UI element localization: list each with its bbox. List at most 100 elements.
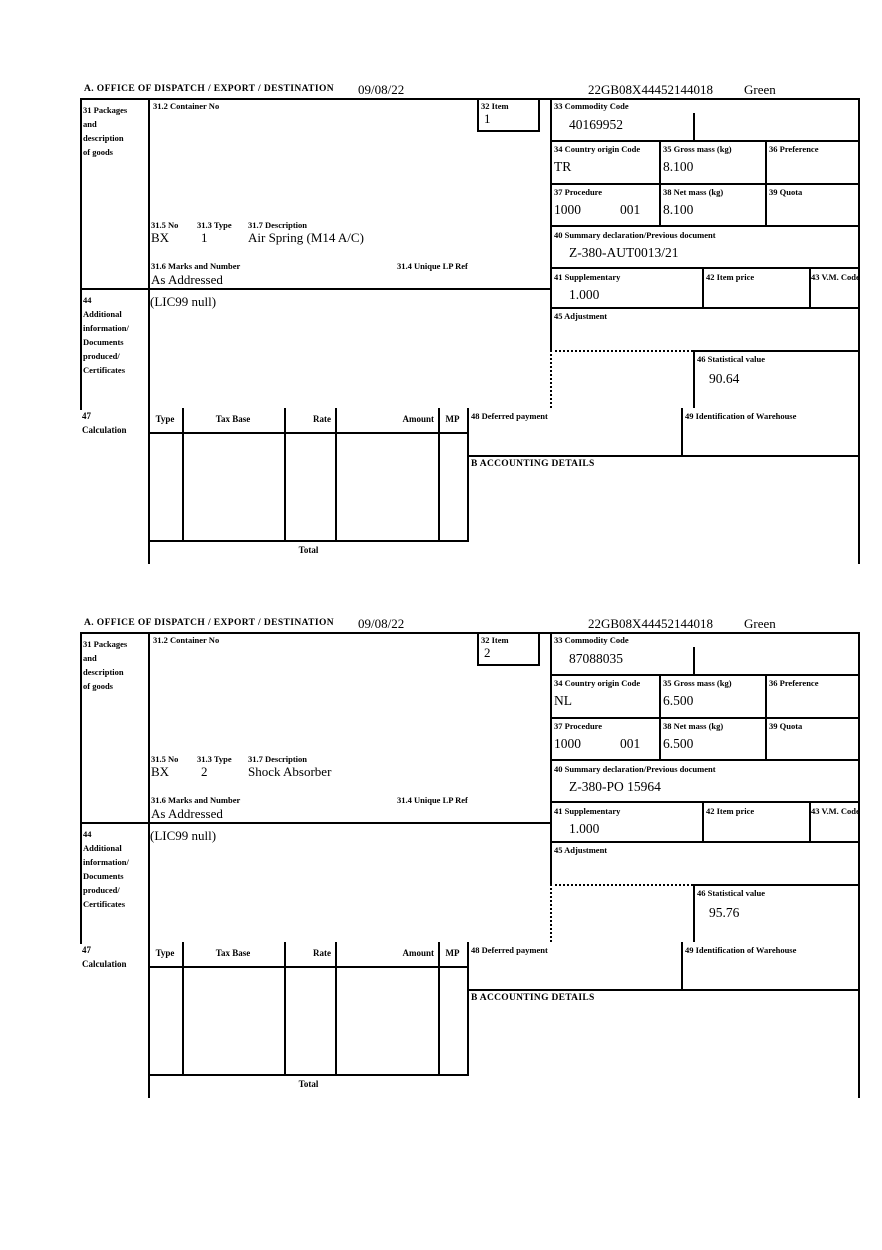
statistical-value-label: 46 Statistical value [697,888,765,898]
movement-reference-number: 22GB08X44452144018 [588,616,713,631]
declaration-form-grid: 31 Packages and description of goods 44 … [80,632,860,1098]
previous-document-value: Z-380-PO 15964 [569,779,661,794]
rule [809,801,811,841]
country-origin-label: 34 Country origin Code [554,678,641,688]
additional-info-value: (LIC99 null) [150,294,217,309]
package-code-value: BX [151,764,170,779]
rule [809,267,811,307]
rule [80,288,550,290]
supplementary-label: 41 Supplementary [554,272,621,282]
column-tax-base-label: Tax Base [215,948,251,958]
summary-declaration-label: 40 Summary declaration/Previous document [554,764,716,774]
rule [550,140,860,142]
column-tax-base-label: Tax Base [215,414,251,424]
rule [477,632,479,664]
adjustment-label: 45 Adjustment [554,845,608,855]
package-type-label: 31.3 Type [197,754,232,764]
vm-code-label: 43 V.M. Code [811,806,860,816]
rule [80,632,82,944]
vm-code-label: 43 V.M. Code [811,272,860,282]
rule [693,350,695,408]
rule [477,130,540,132]
net-mass-value: 8.100 [663,202,694,217]
packages-description-label: 31 Packages and description of goods [83,105,128,157]
package-count-value: 2 [201,764,208,779]
supplementary-value: 1.000 [569,287,600,302]
marks-value: As Addressed [151,272,223,287]
rule [765,140,767,225]
routing-status: Green [744,616,776,631]
description-label: 31.7 Description [248,754,308,764]
rule [467,989,860,991]
container-no-label: 31.2 Container No [153,101,220,111]
rule [438,942,440,1074]
goods-description-value: Shock Absorber [248,764,332,779]
package-no-label: 31.5 No [151,754,179,764]
preference-label: 36 Preference [769,678,819,688]
rule [550,225,860,227]
movement-reference-number: 22GB08X44452144018 [588,82,713,97]
rule [80,822,550,824]
rule [148,632,150,1098]
description-label: 31.7 Description [248,220,308,230]
office-of-dispatch-label: A. OFFICE OF DISPATCH / EXPORT / DESTINA… [84,618,335,628]
column-amount-label: Amount [402,414,434,424]
rule [80,98,82,410]
rule [538,98,540,130]
packages-description-label: 31 Packages and description of goods [83,639,128,691]
dotted-rule [550,350,693,352]
office-of-dispatch-label: A. OFFICE OF DISPATCH / EXPORT / DESTINA… [84,84,335,94]
supplementary-value: 1.000 [569,821,600,836]
country-origin-value: NL [554,693,572,708]
item-price-label: 42 Item price [706,272,755,282]
column-amount-label: Amount [402,948,434,958]
previous-document-value: Z-380-AUT0013/21 [569,245,679,260]
statistical-value: 95.76 [709,905,740,920]
column-rate-label: Rate [313,948,331,958]
procedure-additional-value: 001 [620,202,641,217]
rule [467,455,860,457]
marks-number-label: 31.6 Marks and Number [151,795,241,805]
rule [858,98,860,564]
additional-information-label: 44 Additional information/ Documents pro… [83,295,129,375]
rule [438,408,440,540]
rule [681,408,683,455]
net-mass-label: 38 Net mass (kg) [663,721,724,731]
item-label: 32 Item [481,635,509,645]
warehouse-id-label: 49 Identification of Warehouse [685,945,797,955]
country-origin-label: 34 Country origin Code [554,144,641,154]
calculation-label: Calculation [82,425,127,435]
adjustment-label: 45 Adjustment [554,311,608,321]
item-price-label: 42 Item price [706,806,755,816]
deferred-payment-label: 48 Deferred payment [471,411,548,421]
preference-label: 36 Preference [769,144,819,154]
item-number-value: 2 [484,645,491,660]
declaration-date: 09/08/22 [358,616,405,631]
rule [182,408,184,540]
rule [148,540,469,542]
container-no-label: 31.2 Container No [153,635,220,645]
unique-lp-ref-label: 31.4 Unique LP Ref [397,795,468,805]
rule [550,183,860,185]
declaration-item-block-2: A. OFFICE OF DISPATCH / EXPORT / DESTINA… [80,616,862,1098]
gross-mass-label: 35 Gross mass (kg) [663,678,732,688]
commodity-code-label: 33 Commodity Code [554,101,629,111]
rule [550,841,860,843]
rule [284,408,286,540]
rule [659,674,661,759]
warehouse-id-label: 49 Identification of Warehouse [685,411,797,421]
calculation-label: Calculation [82,959,127,969]
rule [467,942,469,1074]
dotted-rule [550,884,552,942]
statistical-value: 90.64 [709,371,740,386]
column-mp-label: MP [445,948,460,958]
declaration-item-block-1: A. OFFICE OF DISPATCH / EXPORT / DESTINA… [80,82,862,564]
total-label: Total [298,545,319,555]
commodity-code-label: 33 Commodity Code [554,635,629,645]
rule [550,267,860,269]
deferred-payment-label: 48 Deferred payment [471,945,548,955]
rule [148,966,469,968]
rule [550,759,860,761]
country-origin-value: TR [554,159,572,174]
